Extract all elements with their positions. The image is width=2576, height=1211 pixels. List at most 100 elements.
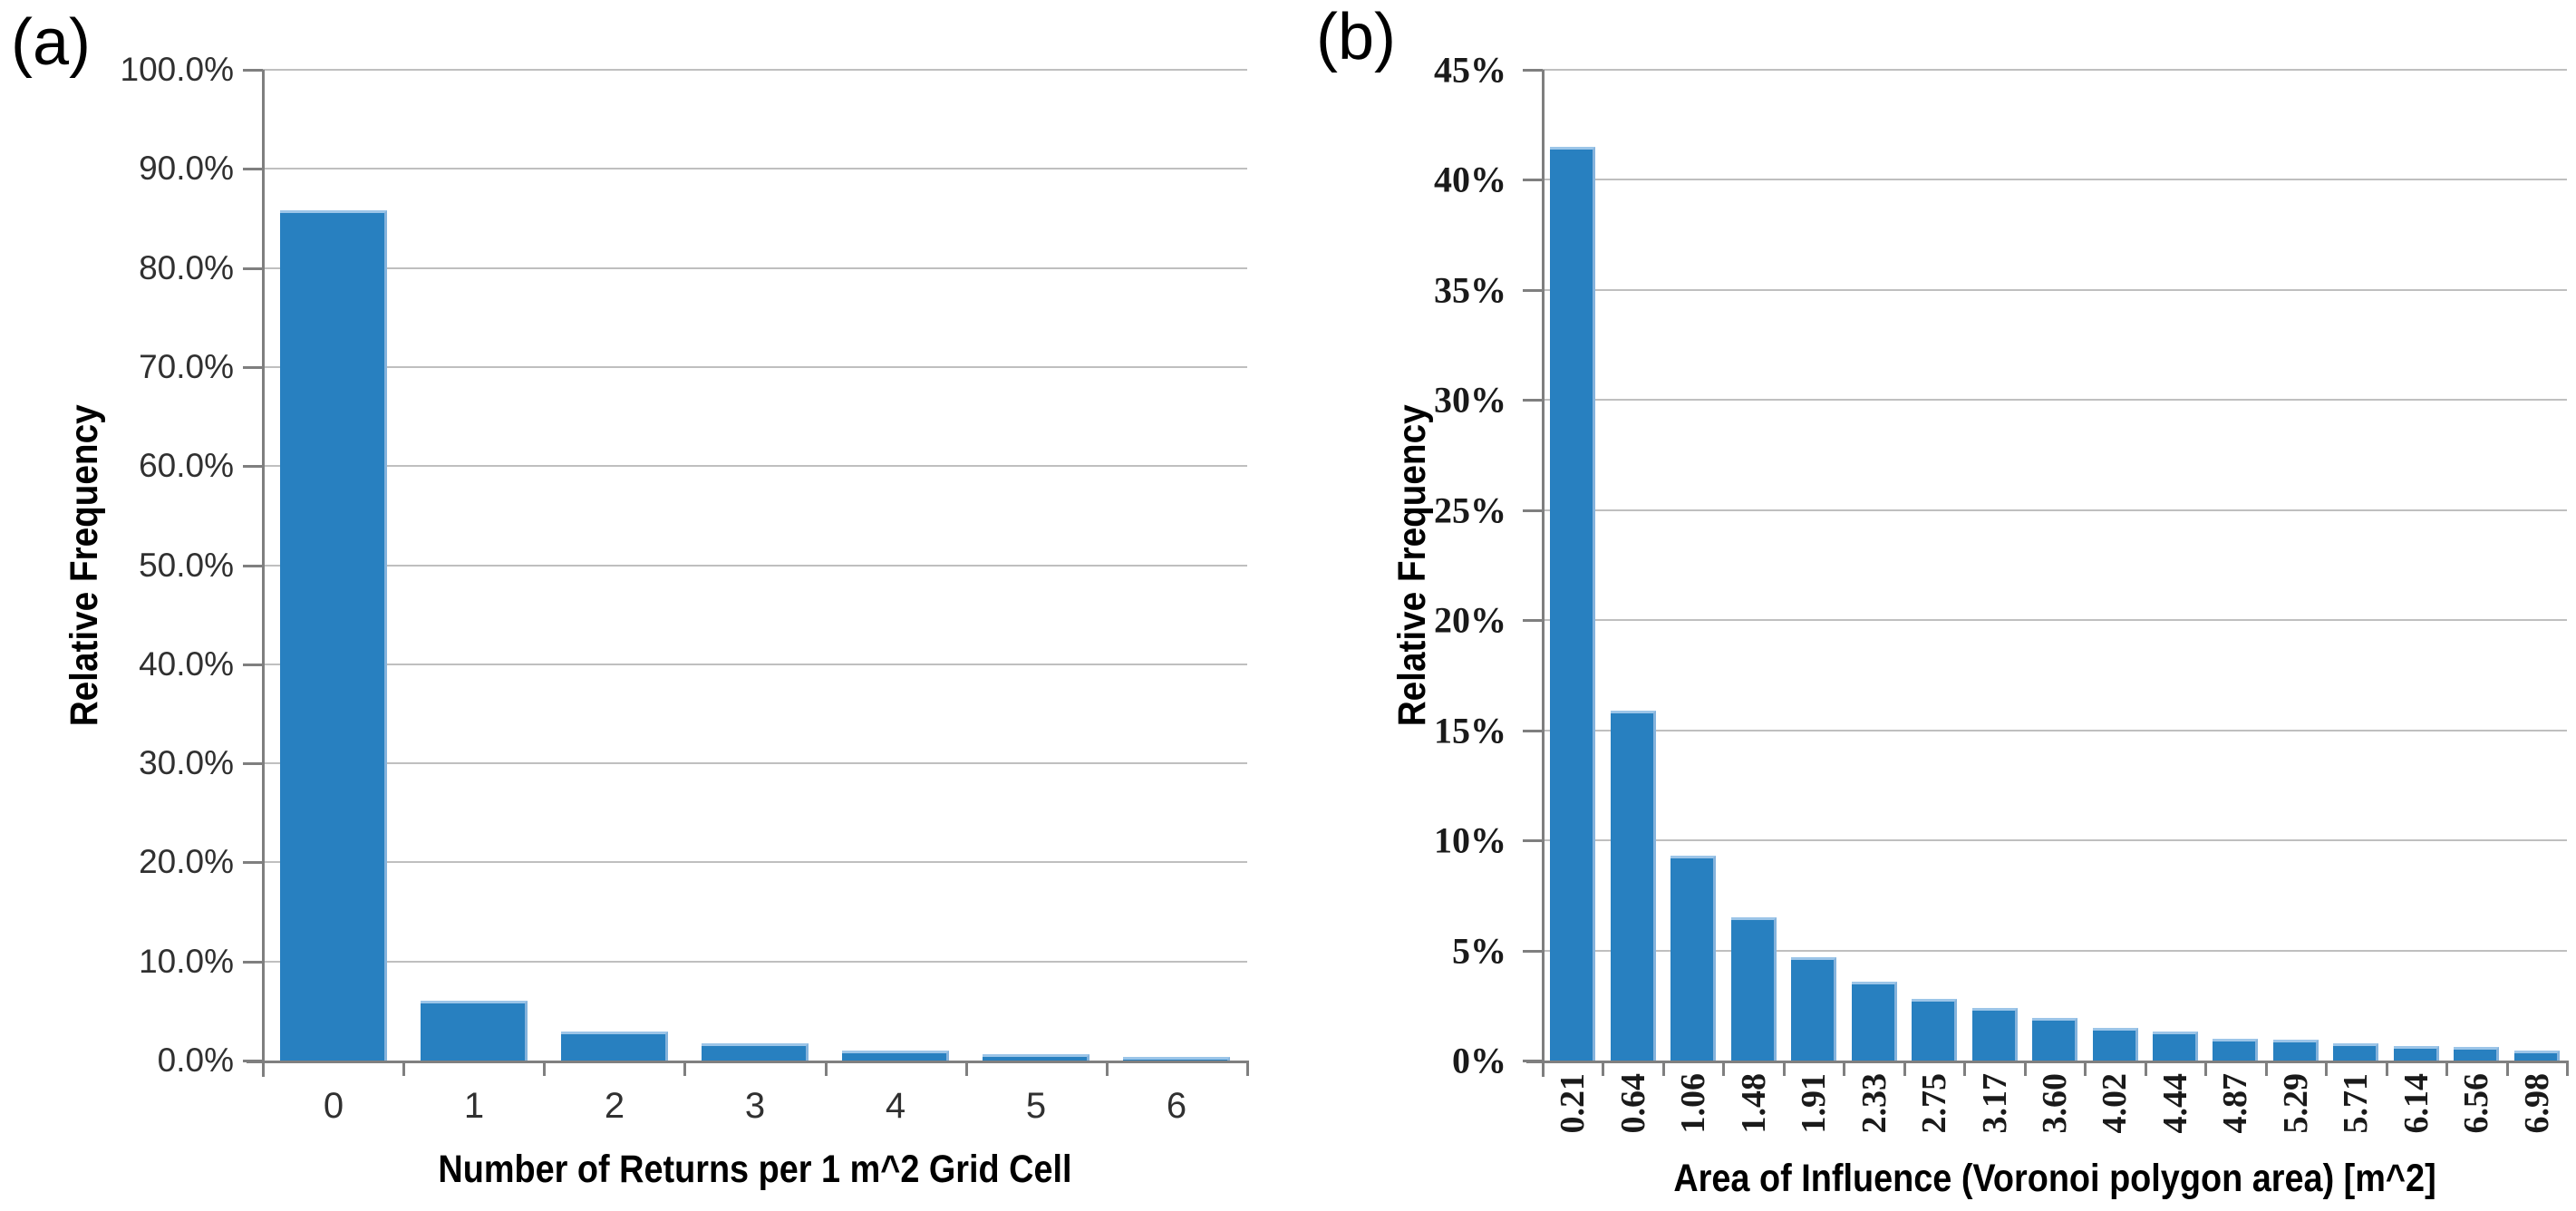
x-tick-label: 4 (885, 1086, 906, 1126)
x-tick-mark (1722, 1061, 1725, 1076)
x-axis-title-b: Area of Influence (Voronoi polygon area)… (1673, 1157, 2436, 1200)
histogram-bar (561, 1032, 668, 1061)
x-tick-mark (2145, 1061, 2147, 1076)
x-tick-label: 0.21 (1554, 1073, 1592, 1134)
gridline (263, 565, 1247, 567)
x-tick-mark (1602, 1061, 1604, 1076)
y-tick-mark (243, 168, 263, 170)
histogram-bar (2394, 1046, 2439, 1061)
gridline (1543, 839, 2567, 841)
gridline (263, 961, 1247, 963)
x-tick-mark (965, 1061, 968, 1076)
gridline (263, 168, 1247, 170)
y-tick-mark (1523, 399, 1543, 402)
x-tick-mark (1963, 1061, 1966, 1076)
y-tick-mark (243, 267, 263, 270)
y-tick-label: 20.0% (139, 843, 234, 880)
y-tick-mark (243, 69, 263, 72)
gridline (263, 664, 1247, 665)
y-tick-mark (1523, 69, 1543, 72)
x-tick-mark (1843, 1061, 1845, 1076)
histogram-bar (1852, 982, 1897, 1061)
x-tick-label: 4.44 (2156, 1073, 2194, 1134)
histogram-bar (1972, 1008, 2018, 1061)
gridline (263, 267, 1247, 269)
x-axis-line (1526, 1061, 2569, 1063)
gridline (263, 861, 1247, 863)
y-tick-label: 40.0% (139, 645, 234, 683)
x-tick-mark (2084, 1061, 2087, 1076)
x-tick-label: 2.33 (1855, 1073, 1893, 1134)
y-tick-label: 40% (1434, 159, 1506, 200)
x-tick-label: 0.64 (1614, 1073, 1652, 1134)
y-tick-mark (243, 465, 263, 468)
y-tick-label: 35% (1434, 269, 1506, 311)
histogram-bar (2032, 1018, 2077, 1061)
histogram-bar (2153, 1032, 2198, 1061)
x-tick-mark (2265, 1061, 2268, 1076)
x-tick-mark (2445, 1061, 2448, 1076)
y-tick-mark (1523, 289, 1543, 292)
x-tick-mark (825, 1061, 828, 1076)
x-tick-mark (683, 1061, 686, 1076)
y-tick-label: 20% (1434, 599, 1506, 641)
y-axis-line (1542, 70, 1545, 1077)
x-tick-label: 5.29 (2277, 1073, 2315, 1134)
x-tick-mark (1542, 1061, 1545, 1076)
x-tick-mark (2325, 1061, 2328, 1076)
y-tick-label: 0.0% (157, 1041, 234, 1079)
y-tick-mark (1523, 950, 1543, 953)
histogram-bar (1550, 147, 1595, 1061)
histogram-bar (1671, 856, 1716, 1061)
y-tick-mark (243, 961, 263, 964)
y-tick-label: 0% (1452, 1040, 1506, 1081)
x-tick-label: 6 (1166, 1086, 1187, 1126)
histogram-bar (421, 1001, 528, 1061)
x-axis-line (247, 1061, 1249, 1063)
y-tick-label: 10% (1434, 819, 1506, 861)
histogram-bar (1912, 999, 1957, 1061)
y-tick-label: 100.0% (120, 51, 235, 88)
x-tick-mark (1106, 1061, 1109, 1076)
histogram-bar (1123, 1057, 1230, 1061)
y-tick-mark (243, 664, 263, 666)
y-tick-mark (1523, 839, 1543, 842)
y-tick-mark (243, 762, 263, 765)
y-tick-label: 45% (1434, 49, 1506, 91)
y-tick-label: 15% (1434, 710, 1506, 751)
x-tick-mark (1246, 1061, 1249, 1076)
gridline (1543, 69, 2567, 71)
y-tick-mark (243, 861, 263, 864)
x-tick-label: 0 (323, 1086, 344, 1126)
y-tick-label: 30% (1434, 379, 1506, 421)
y-tick-mark (1523, 509, 1543, 512)
gridline (263, 465, 1247, 467)
x-axis-title-a: Number of Returns per 1 m^2 Grid Cell (438, 1148, 1072, 1191)
y-tick-label: 90.0% (139, 150, 234, 187)
y-tick-mark (243, 565, 263, 567)
x-tick-label: 3 (744, 1086, 766, 1126)
gridline (1543, 179, 2567, 180)
histogram-bar (2213, 1039, 2258, 1061)
y-tick-mark (1523, 619, 1543, 622)
x-tick-label: 6.98 (2518, 1073, 2556, 1134)
histogram-bar (2333, 1043, 2378, 1061)
y-tick-label: 70.0% (139, 348, 234, 385)
histogram-bar (2454, 1047, 2499, 1061)
x-tick-mark (1783, 1061, 1786, 1076)
x-tick-mark (2204, 1061, 2207, 1076)
x-tick-label: 4.02 (2096, 1073, 2134, 1134)
histogram-bar (1731, 917, 1777, 1061)
x-tick-label: 2.75 (1915, 1073, 1953, 1134)
histogram-bar (1791, 957, 1836, 1061)
x-tick-mark (2024, 1061, 2027, 1076)
gridline (1543, 730, 2567, 731)
gridline (263, 69, 1247, 71)
y-tick-mark (1523, 179, 1543, 181)
y-tick-label: 5% (1452, 930, 1506, 972)
histogram-bar (2273, 1040, 2319, 1061)
x-tick-mark (2566, 1061, 2569, 1076)
gridline (1543, 399, 2567, 401)
